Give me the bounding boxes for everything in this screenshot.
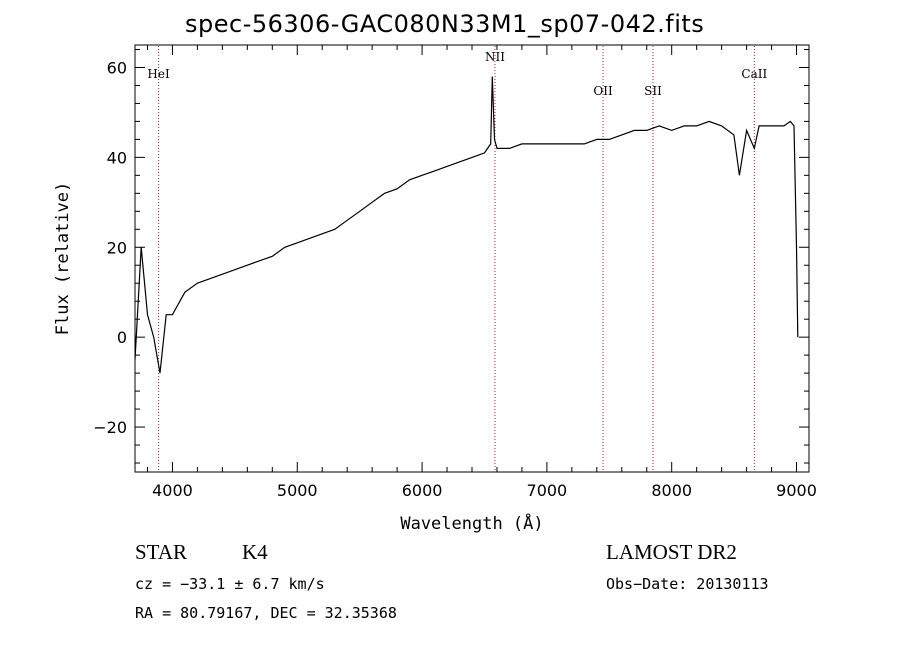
x-tick-label: 6000 bbox=[402, 481, 443, 500]
plot-frame bbox=[134, 44, 810, 473]
x-tick-label: 7000 bbox=[527, 481, 568, 500]
x-tick-label: 4000 bbox=[152, 481, 193, 500]
y-tick-label: −20 bbox=[93, 418, 127, 437]
redshift-info: cz = −33.1 ± 6.7 km/s bbox=[135, 575, 325, 593]
object-subclass: K4 bbox=[242, 540, 268, 564]
line-marker-label: HeI bbox=[147, 67, 170, 81]
object-type: STAR bbox=[135, 540, 187, 564]
line-marker-label: CaII bbox=[741, 67, 767, 81]
line-marker-label: SII bbox=[644, 84, 662, 98]
obs-date: Obs−Date: 20130113 bbox=[606, 575, 769, 593]
survey-name: LAMOST DR2 bbox=[606, 540, 737, 564]
line-marker-label: NII bbox=[485, 50, 505, 64]
x-tick-label: 9000 bbox=[776, 481, 817, 500]
coordinates: RA = 80.79167, DEC = 32.35368 bbox=[135, 604, 397, 622]
line-marker-label: OII bbox=[593, 84, 613, 98]
y-axis-label: Flux (relative) bbox=[53, 182, 73, 336]
chart-title: spec-56306-GAC080N33M1_sp07-042.fits bbox=[185, 10, 705, 38]
x-tick-label: 5000 bbox=[277, 481, 318, 500]
y-tick-label: 0 bbox=[117, 328, 127, 347]
spectrum-series-0 bbox=[135, 76, 799, 374]
y-tick-label: 40 bbox=[107, 148, 127, 167]
y-tick-label: 60 bbox=[107, 58, 127, 77]
x-axis-label: Wavelength (Å) bbox=[400, 512, 543, 534]
x-tick-label: 8000 bbox=[651, 481, 692, 500]
y-tick-label: 20 bbox=[107, 238, 127, 257]
